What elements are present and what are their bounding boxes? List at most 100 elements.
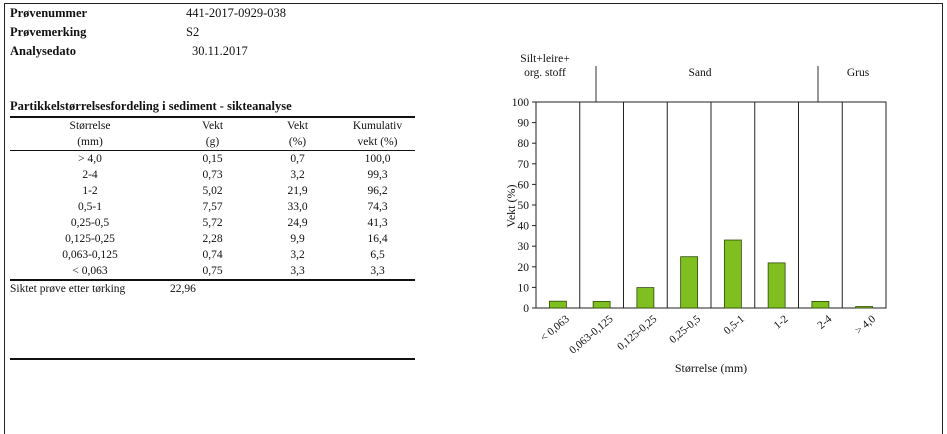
header-weight-pct: Vekt bbox=[286, 120, 309, 132]
report-frame bbox=[4, 3, 943, 434]
cell-weight-g: 5,02 bbox=[202, 185, 223, 197]
y-tick-label: 90 bbox=[518, 118, 530, 130]
x-tick-label: 0,125-0,25 bbox=[615, 313, 660, 353]
y-tick-label: 100 bbox=[512, 97, 530, 109]
cell-weight-pct: 0,7 bbox=[290, 153, 305, 165]
sample-number-value: 441-2017-0929-038 bbox=[186, 6, 286, 20]
x-tick-label: 0,5-1 bbox=[722, 313, 747, 337]
cell-cumulative: 16,4 bbox=[367, 233, 388, 245]
table-row: 0,5-1 7,57 33,0 74,3 bbox=[10, 199, 415, 215]
sum-row: Siktet prøve etter tørking 22,96 bbox=[10, 280, 415, 297]
zone-labels: Silt+leire+ org. stoff Sand Grus bbox=[520, 53, 870, 102]
sum-value: 22,96 bbox=[170, 283, 196, 295]
cell-weight-g: 5,72 bbox=[202, 217, 223, 229]
y-tick-label: 0 bbox=[523, 303, 529, 315]
cell-size: < 0,063 bbox=[10, 263, 170, 281]
table-bottom-rule bbox=[10, 358, 415, 360]
y-axis-label: Vekt (%) bbox=[504, 185, 518, 228]
table-row: < 0,063 0,75 3,3 3,3 bbox=[10, 263, 415, 281]
header-weight-pct-unit: (%) bbox=[255, 134, 340, 151]
bar bbox=[767, 262, 786, 309]
y-tick-label: 20 bbox=[518, 262, 530, 274]
sample-marking-value: S2 bbox=[186, 25, 200, 39]
cell-weight-pct: 3,2 bbox=[290, 249, 305, 261]
bar bbox=[592, 301, 611, 309]
header-weight-g-unit: (g) bbox=[170, 134, 255, 151]
cell-size: 0,125-0,25 bbox=[65, 233, 115, 245]
header-cumulative: Kumulativ bbox=[352, 120, 403, 132]
bar bbox=[723, 239, 742, 309]
header-size-unit: (mm) bbox=[10, 134, 170, 151]
cell-weight-pct: 33,0 bbox=[287, 201, 308, 213]
table-row: 0,25-0,5 5,72 24,9 41,3 bbox=[10, 215, 415, 231]
cell-cumulative: 41,3 bbox=[367, 217, 388, 229]
table-top-rule bbox=[10, 116, 415, 118]
zone-label-silt-line2: org. stoff bbox=[524, 67, 566, 79]
x-tick-label: < 0,063 bbox=[538, 313, 572, 344]
cell-size: 2-4 bbox=[82, 169, 98, 181]
x-tick-label: 2-4 bbox=[815, 313, 834, 332]
x-tick-label: 0,25-0,5 bbox=[667, 313, 703, 346]
cell-size: 1-2 bbox=[82, 185, 98, 197]
cell-weight-pct: 21,9 bbox=[287, 185, 308, 197]
cell-size: > 4,0 bbox=[78, 153, 102, 165]
table-row: 0,063-0,125 0,74 3,2 6,5 bbox=[10, 247, 415, 263]
section-title: Partikkelstørrelsesfordeling i sediment … bbox=[10, 99, 292, 113]
cell-weight-g: 7,57 bbox=[202, 201, 223, 213]
table-row: 1-2 5,02 21,9 96,2 bbox=[10, 183, 415, 199]
table-row: 2-4 0,73 3,2 99,3 bbox=[10, 167, 415, 183]
cell-weight-pct: 3,3 bbox=[255, 263, 340, 281]
header-weight-g: Vekt bbox=[201, 120, 224, 132]
y-tick-label: 70 bbox=[518, 159, 530, 171]
cell-cumulative: 96,2 bbox=[367, 185, 388, 197]
header-size: Størrelse bbox=[69, 120, 111, 132]
zone-label-gravel: Grus bbox=[847, 67, 870, 79]
bar bbox=[811, 301, 830, 309]
cell-size: 0,063-0,125 bbox=[62, 249, 118, 261]
cell-weight-g: 0,75 bbox=[170, 263, 255, 281]
header-cumulative-unit: vekt (%) bbox=[340, 134, 415, 151]
x-axis-label: Størrelse (mm) bbox=[675, 361, 747, 375]
cell-weight-pct: 24,9 bbox=[287, 217, 308, 229]
analysis-date-value: 30.11.2017 bbox=[192, 44, 248, 58]
y-tick-label: 80 bbox=[518, 138, 530, 150]
cell-weight-g: 2,28 bbox=[202, 233, 223, 245]
sample-marking-label: Prøvemerking bbox=[10, 25, 87, 39]
cell-cumulative: 99,3 bbox=[367, 169, 388, 181]
x-tick-label: 1-2 bbox=[772, 313, 791, 332]
cell-weight-pct: 3,2 bbox=[290, 169, 305, 181]
cell-size: 0,5-1 bbox=[78, 201, 102, 213]
bar bbox=[680, 256, 699, 309]
cell-weight-pct: 9,9 bbox=[290, 233, 305, 245]
cell-cumulative: 100,0 bbox=[364, 153, 391, 165]
sum-label: Siktet prøve etter tørking bbox=[10, 283, 126, 295]
y-tick-label: 30 bbox=[518, 241, 530, 253]
table-row: 0,125-0,25 2,28 9,9 16,4 bbox=[10, 231, 415, 247]
y-tick-label: 40 bbox=[518, 221, 530, 233]
x-tick-label: 0,063-0,125 bbox=[567, 313, 616, 357]
cell-size: 0,25-0,5 bbox=[70, 217, 110, 229]
zone-label-sand: Sand bbox=[689, 67, 712, 79]
cell-cumulative: 74,3 bbox=[367, 201, 388, 213]
cell-weight-g: 0,15 bbox=[202, 153, 223, 165]
sieve-table: Størrelse Vekt Vekt Kumulativ (mm) (g) (… bbox=[10, 118, 415, 297]
grain-size-bar-chart: Silt+leire+ org. stoff Sand Grus 0 10 20 30… bbox=[504, 53, 887, 375]
y-tick-label: 60 bbox=[518, 179, 530, 191]
table-header-row: Størrelse Vekt Vekt Kumulativ bbox=[10, 118, 415, 134]
y-tick-label: 10 bbox=[518, 282, 530, 294]
cell-cumulative: 6,5 bbox=[370, 249, 385, 261]
zone-label-silt-line1: Silt+leire+ bbox=[520, 53, 569, 65]
plot-area: 0 10 20 30 40 50 60 70 80 90 100 < 0,0630,063-0,125… bbox=[512, 97, 887, 357]
y-tick-label: 50 bbox=[518, 200, 530, 212]
cell-weight-g: 0,74 bbox=[202, 249, 223, 261]
sample-number-label: Prøvenummer bbox=[10, 6, 88, 20]
analysis-date-label: Analysedato bbox=[10, 44, 76, 58]
bar bbox=[855, 306, 874, 309]
bar bbox=[636, 287, 655, 309]
bar bbox=[548, 300, 567, 309]
x-tick-label: > 4,0 bbox=[853, 313, 878, 337]
table-header-units-row: (mm) (g) (%) vekt (%) bbox=[10, 134, 415, 151]
cell-weight-g: 0,73 bbox=[202, 169, 223, 181]
table-row: > 4,0 0,15 0,7 100,0 bbox=[10, 151, 415, 168]
cell-cumulative: 3,3 bbox=[340, 263, 415, 281]
